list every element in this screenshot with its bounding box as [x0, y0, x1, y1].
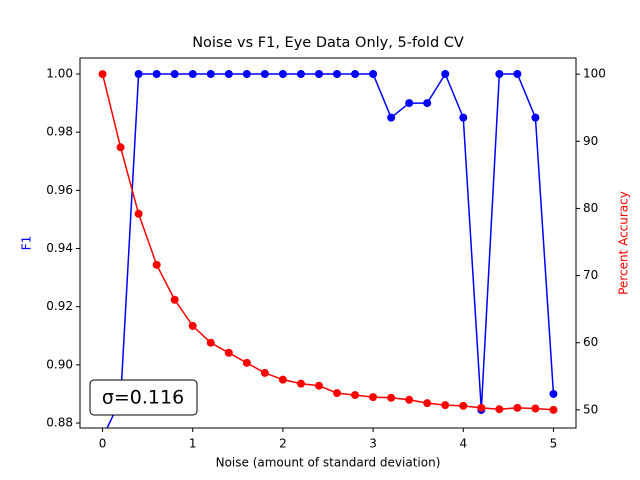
y2-tick-label: 60	[583, 335, 598, 349]
data-point	[170, 295, 179, 304]
data-point	[351, 69, 360, 78]
y-tick-label: 0.88	[46, 416, 73, 430]
data-point	[405, 395, 414, 404]
data-point	[531, 113, 540, 122]
annotation-frame	[89, 379, 198, 416]
y-tick-label: 0.98	[46, 125, 73, 139]
data-point	[405, 99, 414, 108]
data-point	[369, 69, 378, 78]
data-point	[260, 368, 269, 377]
y2-tick-label: 70	[583, 268, 598, 282]
y2-axis-label: Percent Accuracy	[617, 191, 631, 295]
data-point	[477, 403, 486, 412]
y-tick-label: 0.90	[46, 357, 73, 371]
y-tick-label: 1.00	[46, 66, 73, 80]
data-point	[387, 393, 396, 402]
x-axis-label: Noise (amount of standard deviation)	[216, 456, 441, 470]
data-point	[278, 375, 287, 384]
y2-tick-label: 50	[583, 402, 598, 416]
x-tick-label: 5	[550, 437, 558, 451]
y-tick-label: 0.94	[46, 241, 73, 255]
data-point	[206, 338, 215, 347]
data-point	[134, 69, 143, 78]
data-point	[296, 69, 305, 78]
data-point	[206, 69, 215, 78]
data-point	[188, 321, 197, 330]
data-point	[314, 69, 323, 78]
data-point	[242, 358, 251, 367]
data-point	[549, 405, 558, 414]
data-point	[495, 69, 504, 78]
data-point	[152, 69, 161, 78]
y-tick-label: 0.92	[46, 299, 73, 313]
data-point	[441, 401, 450, 410]
data-point	[441, 69, 450, 78]
data-point	[369, 393, 378, 402]
data-point	[224, 69, 233, 78]
data-point	[116, 143, 125, 152]
y-axis-label: F1	[20, 236, 34, 251]
data-point	[242, 69, 251, 78]
data-point	[260, 69, 269, 78]
data-point	[170, 69, 179, 78]
data-point	[188, 69, 197, 78]
data-point	[495, 405, 504, 414]
data-point	[423, 399, 432, 408]
data-point	[459, 401, 468, 410]
data-point	[423, 99, 432, 108]
data-point	[333, 389, 342, 398]
data-point	[549, 389, 558, 398]
data-point	[387, 113, 396, 122]
data-point	[351, 391, 360, 400]
axes-frame	[79, 57, 577, 429]
data-point	[513, 69, 522, 78]
data-point	[314, 381, 323, 390]
data-point	[513, 403, 522, 412]
data-point	[134, 209, 143, 218]
y2-tick-label: 90	[583, 134, 598, 148]
x-tick-label: 4	[459, 437, 467, 451]
x-tick-label: 1	[189, 437, 197, 451]
chart-title: Noise vs F1, Eye Data Only, 5-fold CV	[192, 35, 464, 51]
data-point	[459, 113, 468, 122]
annotation-box: σ=0.116	[89, 379, 198, 416]
data-point	[333, 69, 342, 78]
data-point	[296, 379, 305, 388]
plot-area	[98, 69, 558, 428]
data-point	[152, 260, 161, 269]
x-tick-label: 0	[99, 437, 107, 451]
annotation: σ=0.116	[102, 387, 184, 409]
y2-tick-label: 100	[583, 67, 606, 81]
data-point	[224, 348, 233, 357]
y-tick-label: 0.96	[46, 183, 73, 197]
x-tick-label: 2	[279, 437, 287, 451]
y2-tick-label: 80	[583, 201, 598, 215]
data-point	[531, 404, 540, 413]
x-tick-label: 3	[369, 437, 377, 451]
data-point	[98, 70, 107, 79]
data-point	[278, 69, 287, 78]
